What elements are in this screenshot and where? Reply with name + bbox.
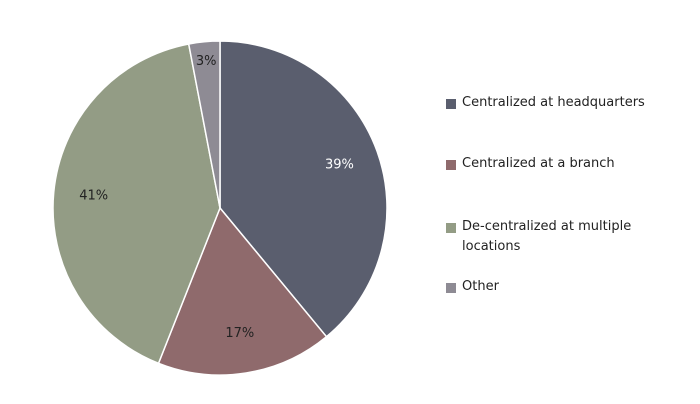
legend-label: Other	[462, 279, 499, 294]
pie-slice-de-centralized-at-multiple-locations	[52, 43, 221, 365]
data-label: 39%	[325, 158, 354, 173]
pie-slice-centralized-at-headquarters	[219, 40, 388, 338]
legend-label: De-centralized at multiple locations	[462, 219, 632, 254]
legend-item-centralized-hq: Centralized at headquarters	[446, 95, 696, 113]
data-label: 3%	[196, 54, 217, 69]
legend-item-decentralized: De-centralized at multiple locations	[446, 219, 696, 257]
legend-swatch	[446, 223, 456, 233]
legend-swatch	[446, 160, 456, 170]
legend-label: Centralized at headquarters	[462, 95, 645, 110]
legend-item-other: Other	[446, 279, 696, 297]
legend-swatch	[446, 283, 456, 293]
pie-slice-centralized-at-a-branch	[157, 206, 328, 376]
legend-item-centralized-branch: Centralized at a branch	[446, 156, 696, 174]
pie-slice-other	[187, 40, 221, 209]
data-label: 17%	[225, 326, 254, 341]
legend-swatch	[446, 99, 456, 109]
legend-label: Centralized at a branch	[462, 156, 615, 171]
data-label: 41%	[79, 189, 108, 204]
